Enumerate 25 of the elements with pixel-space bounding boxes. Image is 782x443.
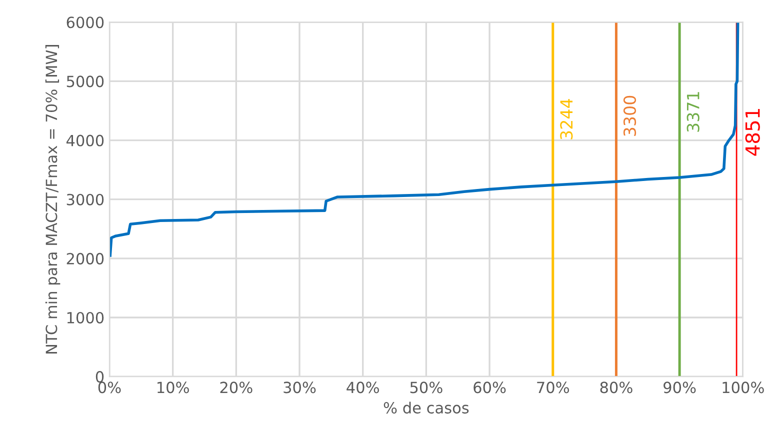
y-tick-label: 1000 [67, 312, 104, 324]
y-tick-label: 4000 [66, 134, 104, 146]
y-tick-label: 2000 [66, 252, 104, 264]
x-tick-label: 0% [98, 382, 121, 394]
x-tick-label: 10% [158, 382, 189, 394]
x-axis-title: % de casos [384, 402, 469, 414]
x-tick-label: 80% [600, 382, 632, 394]
annotation: 3300 [623, 96, 636, 136]
x-tick-label: 40% [346, 382, 379, 394]
x-tick-label: 30% [284, 382, 316, 394]
y-tick-label: 5000 [66, 76, 104, 88]
x-tick-label: 100% [722, 382, 764, 394]
annotation: 3371 [686, 92, 700, 132]
annotation: 4851 [745, 108, 760, 156]
x-tick-label: 90% [664, 382, 696, 394]
line-series [109, 22, 740, 257]
y-tick-label: 3000 [66, 194, 104, 206]
x-tick-label: 60% [474, 382, 506, 394]
x-tick-label: 20% [220, 382, 252, 394]
y-axis-title: NTC min para MACZT/Fmax = 70% [MW] [45, 45, 60, 354]
y-tick-label: 0 [96, 371, 104, 383]
x-tick-label: 50% [410, 382, 442, 394]
y-tick-label: 6000 [66, 16, 104, 28]
x-tick-label: 70% [537, 382, 570, 394]
annotation: 3244 [560, 99, 573, 140]
